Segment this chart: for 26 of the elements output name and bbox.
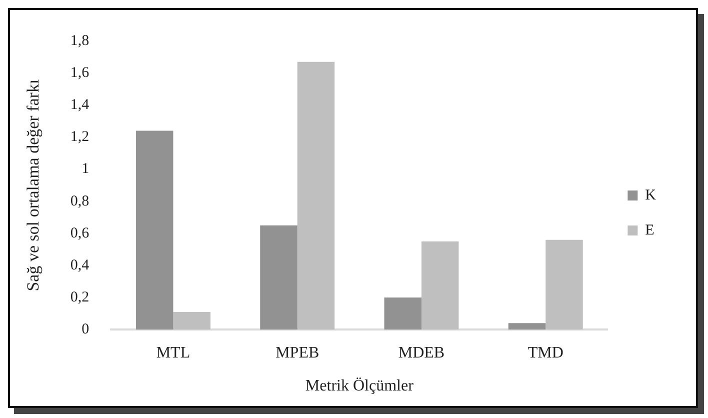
y-tick-label: 0,6 <box>70 225 90 242</box>
legend-label: E <box>645 222 654 238</box>
y-tick-label: 0 <box>82 322 90 338</box>
x-tick-label: MPEB <box>276 344 320 362</box>
y-tick-label: 1,4 <box>70 97 90 114</box>
y-tick-label: 1,6 <box>70 65 90 82</box>
y-tick-label: 0,8 <box>70 193 90 210</box>
bar <box>546 240 583 330</box>
bar <box>297 62 335 330</box>
bar <box>136 130 174 330</box>
x-tick-label: MTL <box>156 344 190 362</box>
bar <box>384 298 422 330</box>
y-tick-label: 1,2 <box>70 129 90 146</box>
x-axis-title: Metrik Ölçümler <box>305 378 414 395</box>
x-tick-label: TMD <box>528 344 564 362</box>
y-axis-title: Sağ ve sol ortalama değer farkı <box>24 79 43 292</box>
y-tick-label: 0,4 <box>70 257 90 274</box>
bar <box>421 241 459 330</box>
bar <box>260 225 298 330</box>
bar <box>173 312 210 330</box>
y-tick-label: 1 <box>82 161 90 178</box>
bar <box>508 323 546 330</box>
y-tick-label: 1,8 <box>70 32 90 49</box>
x-tick-label: MDEB <box>398 344 445 362</box>
y-tick-label: 0,2 <box>70 289 90 306</box>
legend-label: K <box>645 187 656 204</box>
